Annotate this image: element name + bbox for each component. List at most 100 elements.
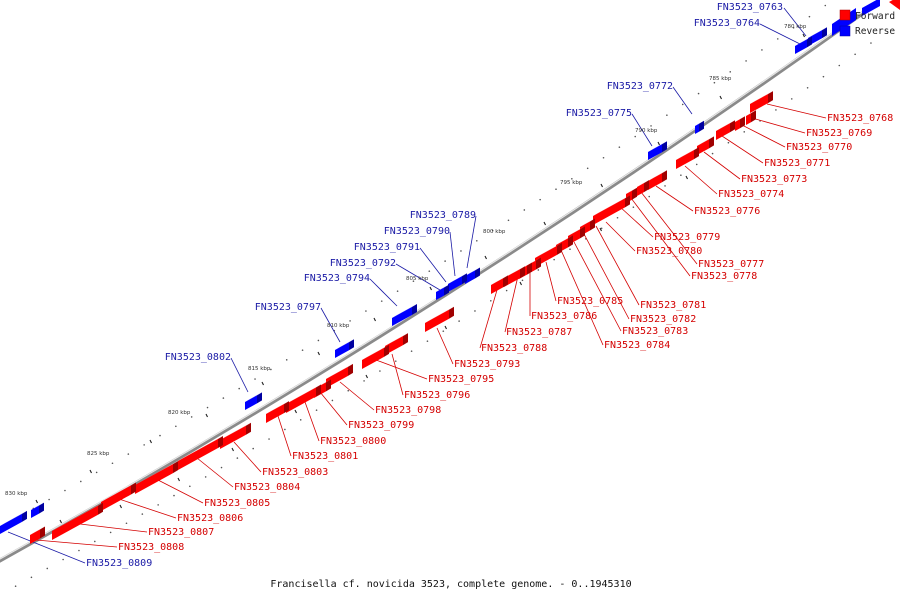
gene-label-g0796[interactable]: FN3523_0796 [404,390,470,401]
gene-partial-forward[interactable] [889,0,900,10]
gene-label-g0801[interactable]: FN3523_0801 [292,451,358,462]
gene-g0803[interactable] [220,422,251,449]
gene-label-g0788[interactable]: FN3523_0788 [481,343,547,354]
gene-label-g0776[interactable]: FN3523_0776 [694,206,760,217]
gene-g0769[interactable] [746,110,756,125]
gene-g0798[interactable] [326,363,353,388]
genome-backbone-highlight [0,6,871,560]
tick-label: 780 kbp [784,24,807,30]
gene-label-g0769[interactable]: FN3523_0769 [806,128,872,139]
leader-lines [7,7,827,564]
gene-label-g0770[interactable]: FN3523_0770 [786,142,852,153]
gene-label-g0783[interactable]: FN3523_0783 [622,326,688,337]
gene-g0808[interactable] [30,526,45,545]
gene-label-g0806[interactable]: FN3523_0806 [177,513,243,524]
gene-g0775[interactable] [648,141,667,160]
tick-label: 785 kbp [709,76,732,82]
legend-reverse-swatch [839,25,851,37]
gene-g0772[interactable] [695,120,704,134]
gene-g0779[interactable] [593,195,630,225]
gene-label-g0803[interactable]: FN3523_0803 [262,467,328,478]
gene-g0807[interactable] [52,502,103,540]
gene-g0800[interactable] [286,384,321,414]
gene-g0796[interactable] [385,333,408,355]
gene-g0791[interactable] [436,284,449,300]
gene-label-g0794[interactable]: FN3523_0794 [304,273,370,284]
gene-g0773[interactable] [697,136,714,155]
gene-g0809b[interactable] [31,502,44,518]
gene-label-g0778[interactable]: FN3523_0778 [691,271,757,282]
gene-label-g0784[interactable]: FN3523_0784 [604,340,670,351]
tick-label: 810 kbp [327,323,350,329]
gene-label-g0797[interactable]: FN3523_0797 [255,302,321,313]
gene-label-g0802[interactable]: FN3523_0802 [165,352,231,363]
gene-label-g0807[interactable]: FN3523_0807 [148,527,214,538]
gene-label-g0790[interactable]: FN3523_0790 [384,226,450,237]
gene-label-g0775[interactable]: FN3523_0775 [566,108,632,119]
gene-label-g0792[interactable]: FN3523_0792 [330,258,396,269]
gene-label-g0791[interactable]: FN3523_0791 [354,242,420,253]
gene-label-g0764[interactable]: FN3523_0764 [694,18,760,29]
legend-reverse-label: Reverse [855,26,895,37]
gene-label-g0809[interactable]: FN3523_0809 [86,558,152,569]
gene-label-g0798[interactable]: FN3523_0798 [375,405,441,416]
gene-g0806[interactable] [101,482,136,512]
gene-label-g0782[interactable]: FN3523_0782 [630,314,696,325]
gene-g0809[interactable] [0,510,27,534]
gene-label-g0808[interactable]: FN3523_0808 [118,542,184,553]
gene-g0774[interactable] [676,147,699,169]
gene-partial-reverse-2[interactable] [862,0,880,16]
gene-label-g0773[interactable]: FN3523_0773 [741,174,807,185]
gene-label-g0786[interactable]: FN3523_0786 [531,311,597,322]
gene-label-g0777[interactable]: FN3523_0777 [698,259,764,270]
tick-label: 825 kbp [87,451,110,457]
gene-labels: FN3523_0763 FN3523_0764 FN3523_0768 FN3523_… [86,2,893,569]
gene-g0764[interactable] [795,36,812,54]
gene-label-g0779[interactable]: FN3523_0779 [654,232,720,243]
tick-dots [0,4,872,588]
gene-g0794[interactable] [392,304,417,326]
gene-g0768[interactable] [750,91,773,113]
gene-label-g0780[interactable]: FN3523_0780 [636,246,702,257]
gene-g0777[interactable] [637,180,649,196]
gene-label-g0787[interactable]: FN3523_0787 [506,327,572,338]
gene-g0802[interactable] [245,392,262,410]
gene-label-g0805[interactable]: FN3523_0805 [204,498,270,509]
gene-g0801[interactable] [266,401,289,423]
tick-marks [35,33,805,524]
gene-g0788[interactable] [491,275,508,294]
gene-label-g0793[interactable]: FN3523_0793 [454,359,520,370]
gene-label-g0800[interactable]: FN3523_0800 [320,436,386,447]
gene-g0793[interactable] [425,306,454,332]
gene-label-g0771[interactable]: FN3523_0771 [764,158,830,169]
gene-g0771[interactable] [716,120,735,140]
gene-features [0,0,900,544]
gene-label-g0772[interactable]: FN3523_0772 [607,81,673,92]
gene-label-g0799[interactable]: FN3523_0799 [348,420,414,431]
gene-g0770[interactable] [735,116,745,131]
gene-label-g0789[interactable]: FN3523_0789 [410,210,476,221]
legend-forward-swatch [839,9,851,21]
tick-label: 830 kbp [5,491,28,497]
gene-label-g0763[interactable]: FN3523_0763 [717,2,783,13]
gene-g0789[interactable] [465,267,480,285]
gene-g0790[interactable] [448,273,467,292]
gene-label-g0768[interactable]: FN3523_0768 [827,113,893,124]
tick-label: 820 kbp [168,410,191,416]
tick-label: 800 kbp [483,229,506,235]
gene-g0804[interactable] [178,436,223,470]
gene-label-g0785[interactable]: FN3523_0785 [557,296,623,307]
gene-g0805[interactable] [135,461,178,494]
gene-label-g0781[interactable]: FN3523_0781 [640,300,706,311]
gene-label-g0804[interactable]: FN3523_0804 [234,482,300,493]
genome-caption: Francisella cf. novicida 3523, complete … [270,579,631,590]
tick-label: 815 kbp [248,366,271,372]
gene-g0795[interactable] [362,344,389,369]
gene-label-g0774[interactable]: FN3523_0774 [718,189,784,200]
gene-label-g0795[interactable]: FN3523_0795 [428,374,494,385]
gene-g0797[interactable] [335,339,354,358]
gene-g0776[interactable] [648,170,667,190]
legend-forward-label: Forward [855,11,895,22]
